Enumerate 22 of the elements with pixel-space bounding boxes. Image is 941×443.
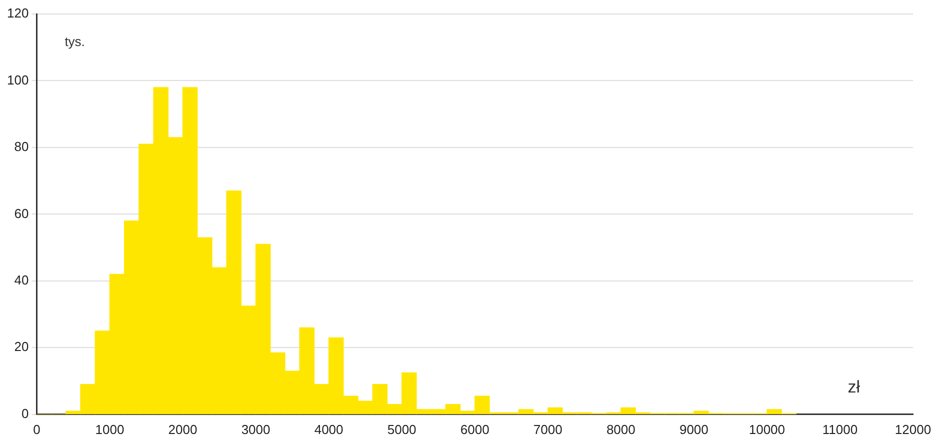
x-tick-label: 8000	[606, 422, 636, 437]
x-tick-label: 10000	[748, 422, 786, 437]
y-tick-label: 80	[14, 139, 29, 154]
x-tick-label: 5000	[387, 422, 416, 437]
x-tick-label: 0	[33, 422, 40, 437]
x-tick-label: 12000	[894, 422, 932, 437]
y-tick-label: 60	[14, 206, 29, 221]
x-tick-label: 4000	[314, 422, 344, 437]
x-tick-label: 11000	[822, 422, 858, 437]
y-tick-label: 40	[14, 272, 29, 288]
y-tick-label: 120	[6, 6, 29, 21]
x-tick-label: 6000	[460, 422, 490, 437]
x-axis-title: zł	[848, 378, 860, 397]
y-tick-label: 100	[6, 72, 29, 88]
y-axis-title: tys.	[64, 34, 85, 50]
x-tick-label: 3000	[241, 422, 270, 437]
y-tick-label: 20	[14, 339, 29, 354]
x-tick-label: 2000	[168, 422, 198, 437]
x-tick-label: 9000	[679, 422, 708, 437]
x-tick-label: 7000	[533, 422, 562, 437]
x-tick-label: 1000	[95, 422, 124, 437]
y-tick-label: 0	[21, 406, 29, 421]
